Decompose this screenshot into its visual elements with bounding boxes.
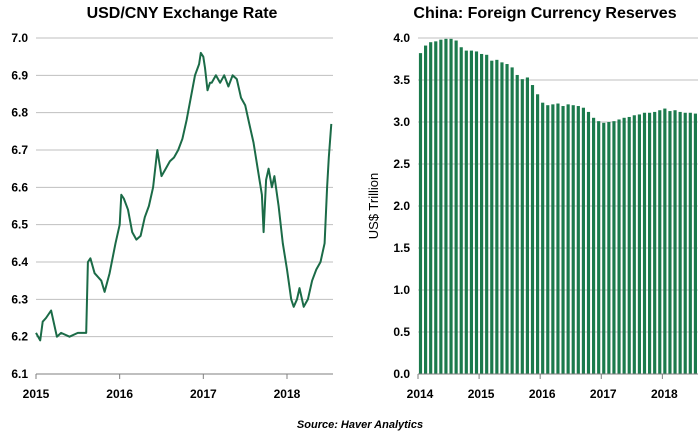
reserves-bar: [653, 111, 657, 375]
reserves-bar: [607, 122, 611, 374]
reserves-bar: [658, 110, 662, 375]
reserves-y-tick-label: 1.5: [393, 241, 410, 255]
reserves-bar: [632, 115, 636, 374]
reserves-bar: [693, 113, 697, 374]
exchange-rate-title: USD/CNY Exchange Rate: [87, 5, 278, 22]
reserves-bar: [485, 54, 489, 375]
reserves-bar: [434, 41, 438, 375]
reserves-bar: [525, 77, 529, 374]
reserves-bar: [637, 114, 641, 374]
reserves-bar: [612, 121, 616, 374]
exchange-rate-y-tick-label: 6.7: [11, 143, 28, 157]
reserves-bar: [490, 60, 494, 375]
reserves-y-tick-label: 3.0: [393, 115, 410, 129]
reserves-y-axis-label: US$ Trillion: [366, 173, 381, 239]
reserves-bar: [561, 106, 565, 374]
reserves-bar: [668, 111, 672, 374]
exchange-rate-y-tick-label: 6.2: [11, 330, 28, 344]
reserves-x-tick-label: 2017: [590, 387, 617, 401]
exchange-rate-y-tick-label: 6.3: [11, 292, 28, 306]
exchange-rate-y-tick-label: 7.0: [11, 31, 28, 45]
reserves-bar: [617, 119, 621, 374]
exchange-rate-y-tick-label: 6.8: [11, 106, 28, 120]
reserves-bar: [474, 51, 479, 374]
reserves-bar: [627, 116, 631, 375]
reserves-x-tick-label: 2018: [651, 387, 678, 401]
reserves-y-tick-label: 4.0: [393, 31, 410, 45]
reserves-x-ticks: 2014 2015 2016 2017 2018: [407, 374, 678, 401]
reserves-bar: [495, 59, 499, 375]
reserves-bar: [592, 117, 596, 375]
reserves-bar: [459, 47, 463, 375]
reserves-bar: [480, 53, 484, 375]
reserves-bar: [602, 122, 606, 374]
reserves-chart: China: Foreign Currency Reserves US$ Tri…: [366, 5, 698, 401]
reserves-y-ticks: 0.0 0.5 1.0 1.5 2.0 2.5 3.0 3.5 4.0: [393, 31, 410, 381]
exchange-rate-x-tick-label: 2015: [23, 387, 50, 401]
reserves-bar: [424, 45, 428, 375]
reserves-bar: [546, 105, 550, 374]
reserves-bar: [464, 50, 468, 374]
reserves-bar: [515, 74, 519, 375]
reserves-bar: [541, 102, 545, 375]
exchange-rate-x-ticks: 2015 2016 2017 2018: [23, 374, 301, 401]
reserves-y-tick-label: 1.0: [393, 283, 410, 297]
reserves-bar: [536, 94, 540, 374]
exchange-rate-y-tick-label: 6.4: [11, 255, 28, 269]
reserves-title: China: Foreign Currency Reserves: [413, 5, 676, 22]
reserves-x-tick-label: 2016: [529, 387, 556, 401]
reserves-bar: [663, 108, 667, 374]
reserves-y-tick-label: 2.0: [393, 199, 410, 213]
exchange-rate-x-tick-label: 2016: [106, 387, 133, 401]
exchange-rate-gridlines: [36, 37, 333, 338]
exchange-rate-chart: USD/CNY Exchange Rate 6.1 6.2 6.3 6.4 6.5 6.6…: [11, 5, 333, 401]
reserves-bar: [673, 110, 677, 375]
reserves-bar: [551, 104, 555, 375]
exchange-rate-y-tick-label: 6.6: [11, 180, 28, 194]
reserves-x-tick-label: 2014: [407, 387, 434, 401]
reserves-bar: [505, 64, 509, 374]
reserves-bar: [429, 42, 433, 374]
reserves-bar: [500, 62, 504, 375]
reserves-bar: [510, 67, 514, 375]
exchange-rate-x-tick-label: 2018: [274, 387, 301, 401]
exchange-rate-y-tick-label: 6.1: [11, 367, 28, 381]
reserves-bar: [586, 111, 591, 375]
reserves-bar: [571, 105, 575, 374]
reserves-bar: [469, 50, 473, 374]
reserves-bar: [576, 106, 580, 374]
reserves-bar: [520, 79, 524, 374]
exchange-rate-y-ticks: 6.1 6.2 6.3 6.4 6.5 6.6 6.7 6.8 6.9 7.0: [11, 31, 28, 381]
reserves-y-tick-label: 0.0: [393, 367, 410, 381]
reserves-bar: [581, 107, 585, 374]
reserves-y-tick-label: 3.5: [393, 73, 410, 87]
reserves-y-tick-label: 2.5: [393, 157, 410, 171]
reserves-y-tick-label: 0.5: [393, 325, 410, 339]
reserves-bars: [418, 38, 697, 375]
reserves-bar: [688, 112, 692, 374]
reserves-bar: [449, 38, 453, 375]
reserves-bar: [556, 103, 560, 375]
reserves-bar: [439, 39, 443, 375]
reserves-bar: [566, 104, 570, 375]
exchange-rate-y-tick-label: 6.9: [11, 68, 28, 82]
reserves-bar: [597, 121, 601, 374]
reserves-bar: [444, 38, 448, 375]
exchange-rate-y-tick-label: 6.5: [11, 218, 28, 232]
reserves-bar: [418, 53, 423, 375]
reserves-bar: [622, 117, 626, 375]
reserves-bar: [648, 112, 652, 374]
reserves-bar: [530, 85, 535, 374]
source-note: Source: Haver Analytics: [297, 419, 423, 431]
reserves-bar: [678, 111, 682, 375]
reserves-x-tick-label: 2015: [468, 387, 495, 401]
reserves-bar: [683, 112, 687, 374]
exchange-rate-x-tick-label: 2017: [190, 387, 217, 401]
reserves-bar: [642, 112, 647, 374]
exchange-rate-line: [35, 51, 333, 342]
reserves-bar: [454, 40, 458, 375]
